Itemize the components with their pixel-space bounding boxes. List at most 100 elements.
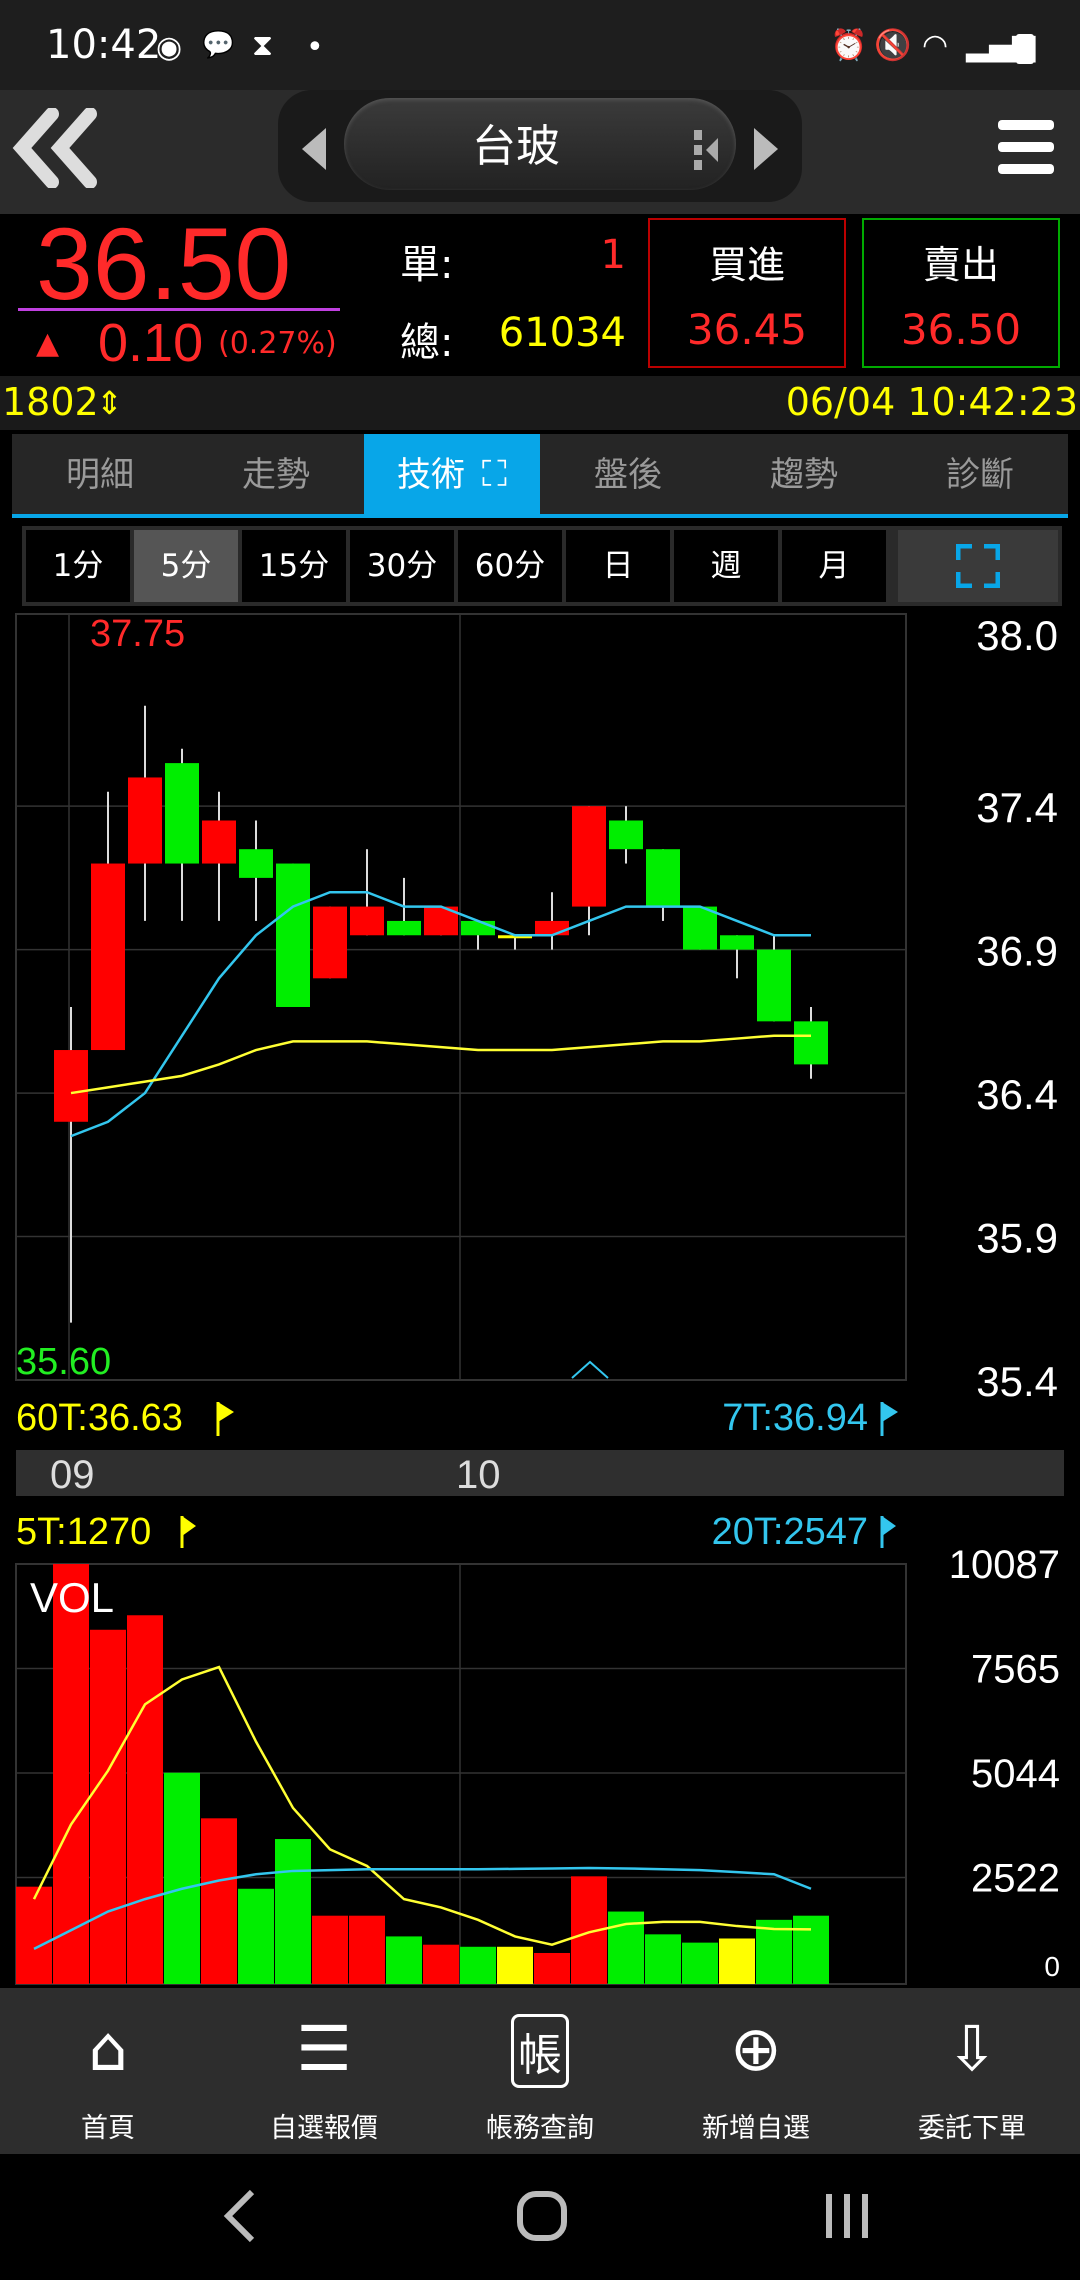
stock-pill[interactable] <box>344 98 736 190</box>
candle-body <box>350 906 384 936</box>
back-icon[interactable] <box>212 2186 272 2246</box>
nav-order-label: 委託下單 <box>918 2113 1026 2144</box>
nav-order[interactable]: ⇩ 委託下單 <box>864 1988 1080 2154</box>
period-30min[interactable]: 30分 <box>350 530 454 602</box>
period-month[interactable]: 月 <box>782 530 886 602</box>
candle-body <box>646 849 680 907</box>
ma7-label: 7T:36.94 <box>722 1397 868 1439</box>
period-15min[interactable]: 15分 <box>242 530 346 602</box>
candle-body <box>683 906 717 950</box>
volume-bar <box>238 1888 274 1984</box>
tab-trend[interactable]: 走勢 <box>242 455 310 495</box>
fullscreen-button[interactable] <box>898 530 1058 602</box>
up-arrow-icon: ▲ <box>36 326 60 361</box>
candle-body <box>757 949 791 1022</box>
volume-bar <box>682 1942 718 1984</box>
updown-arrow-icon: ⇕ <box>96 384 123 422</box>
quote-datetime: 06/04 10:42:23 <box>785 380 1078 424</box>
grip-icon <box>694 130 718 170</box>
period-60min[interactable]: 60分 <box>458 530 562 602</box>
period-1min[interactable]: 1分 <box>26 530 130 602</box>
volume-bar <box>534 1952 570 1984</box>
hamburger-icon[interactable] <box>992 114 1062 184</box>
status-bar: 10:42 ◉ 💬 ⧗ • ⏰ 🔇 ◠ ▂▄▆ <box>0 0 1080 90</box>
vol-ma20-flag-icon <box>882 1516 896 1536</box>
period-selector: 1分 5分 15分 30分 60分 日 週 月 <box>22 526 1062 606</box>
double-chevron-left-icon[interactable] <box>12 108 102 188</box>
mute-icon: 🔇 <box>874 28 912 63</box>
tab-tendency[interactable]: 趨勢 <box>770 455 838 495</box>
nav-home-label: 首頁 <box>81 2113 135 2144</box>
volume-bar <box>756 1919 792 1984</box>
next-stock-icon[interactable] <box>746 124 786 174</box>
candle-body <box>498 935 532 939</box>
line-icon: 💬 <box>202 30 235 60</box>
nav-account-label: 帳務查詢 <box>486 2113 594 2144</box>
nav-add-watch[interactable]: ⊕ 新增自選 <box>648 1988 864 2154</box>
system-nav <box>0 2154 1080 2280</box>
volume-bar <box>127 1615 163 1984</box>
buy-button[interactable]: 買進 36.45 <box>648 218 846 368</box>
ma-short-line <box>70 890 811 1138</box>
sell-button[interactable]: 賣出 36.50 <box>862 218 1060 368</box>
nav-account[interactable]: 帳 帳務查詢 <box>432 1988 648 2154</box>
tab-detail[interactable]: 明細 <box>66 455 134 495</box>
candle-body <box>609 820 643 850</box>
price-change-pct: (0.27%) <box>218 326 337 361</box>
volume-title: VOL <box>30 1574 114 1621</box>
tab-diagnosis[interactable]: 診斷 <box>946 455 1014 495</box>
signal-app-icon: ◉ <box>156 30 183 65</box>
home-circle-icon[interactable] <box>512 2186 572 2246</box>
home-icon: ⌂ <box>88 2012 128 2085</box>
price-y-tick: 35.4 <box>976 1358 1058 1405</box>
collapse-icon: ⛶ <box>481 454 507 495</box>
recents-icon[interactable] <box>818 2186 878 2246</box>
period-day[interactable]: 日 <box>566 530 670 602</box>
ma-long-line <box>70 1034 811 1095</box>
nav-watchlist[interactable]: ☰ 自選報價 <box>216 1988 432 2154</box>
single-volume-value: 1 <box>600 232 626 278</box>
volume-bar <box>16 1886 52 1984</box>
candle-body <box>276 863 310 1007</box>
tab-after-hours[interactable]: 盤後 <box>594 455 662 495</box>
candle-body <box>313 906 347 979</box>
volume-bar <box>312 1915 348 1984</box>
time-tick: 09 <box>50 1453 95 1497</box>
star-list-icon: ☰ <box>296 2012 352 2085</box>
ma7-flag-icon <box>882 1402 898 1422</box>
volume-y-tick: 5044 <box>971 1752 1060 1796</box>
alarm-icon: ⏰ <box>830 28 868 63</box>
volume-y-tick: 2522 <box>971 1856 1060 1900</box>
time-tick: 10 <box>456 1453 501 1497</box>
price-panel-frame <box>15 613 907 1381</box>
ledger-icon: 帳 <box>432 2012 648 2092</box>
volume-bar <box>645 1934 681 1984</box>
time-axis-bar <box>16 1450 1064 1496</box>
candle-body <box>794 1021 828 1065</box>
volume-bar <box>497 1946 533 1984</box>
volume-y-tick: 7565 <box>971 1648 1060 1692</box>
volume-bar <box>201 1818 237 1984</box>
total-volume-value: 61034 <box>498 310 626 356</box>
candle-body <box>535 920 569 936</box>
vol-ma20-line <box>33 1866 812 1950</box>
candle-body <box>202 820 236 864</box>
technical-chart[interactable]: 38.0 37.4 36.9 36.4 35.9 35.4 37.75 35.60 60T:36… <box>0 0 1080 1988</box>
down-arrow-icon: ⇩ <box>946 2012 998 2085</box>
stock-code: 1802 <box>2 380 99 424</box>
last-price: 36.50 <box>36 207 292 321</box>
volume-bar <box>349 1915 385 1984</box>
bottom-nav: ⌂ 首頁 ☰ 自選報價 帳 帳務查詢 ⊕ 新增自選 ⇩ 委託下單 <box>0 1988 1080 2154</box>
single-volume-label: 單: <box>400 242 454 288</box>
volume-bar <box>386 1936 422 1984</box>
candle-body <box>572 806 606 907</box>
nav-home[interactable]: ⌂ 首頁 <box>0 1988 216 2154</box>
prev-stock-icon[interactable] <box>296 124 336 174</box>
tab-technical[interactable]: 技術 ⛶ <box>364 434 540 516</box>
stock-name[interactable]: 台玻 <box>472 121 560 172</box>
period-5min[interactable]: 5分 <box>134 530 238 602</box>
high-price-label: 37.75 <box>90 613 185 655</box>
volume-bar <box>164 1772 200 1984</box>
price-y-tick: 38.0 <box>976 612 1058 659</box>
period-week[interactable]: 週 <box>674 530 778 602</box>
